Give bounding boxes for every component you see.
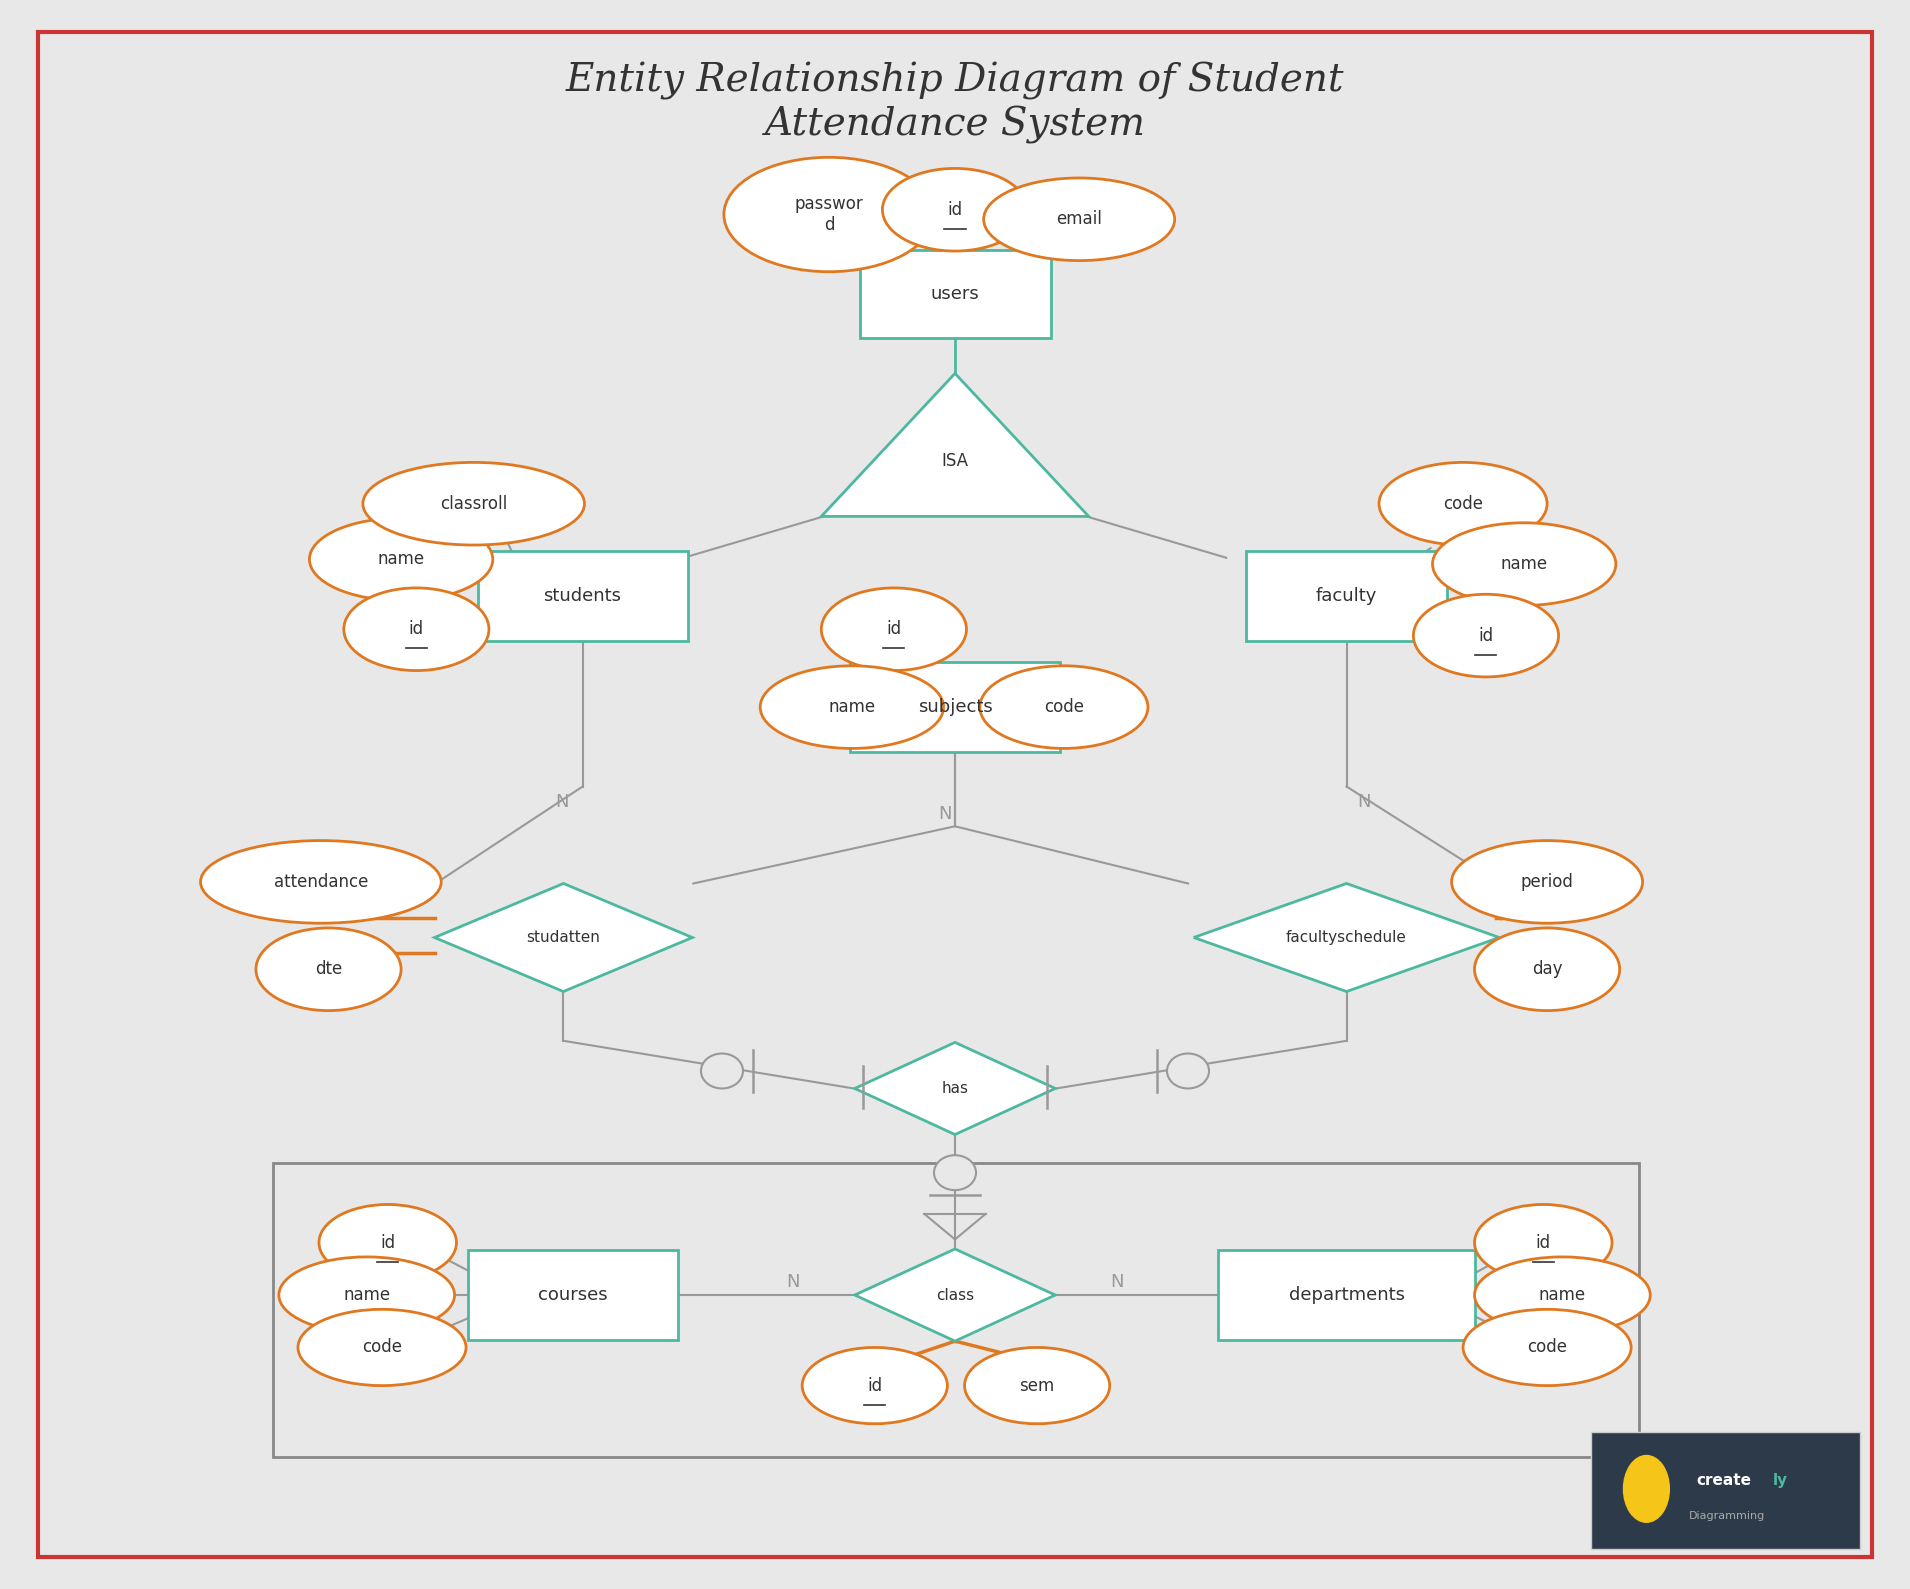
Text: name: name bbox=[829, 698, 875, 717]
Circle shape bbox=[934, 1155, 976, 1190]
Ellipse shape bbox=[984, 178, 1175, 261]
Text: faculty: faculty bbox=[1316, 586, 1377, 605]
FancyBboxPatch shape bbox=[1591, 1432, 1860, 1549]
Text: day: day bbox=[1532, 960, 1562, 979]
Text: name: name bbox=[344, 1286, 390, 1305]
Text: code: code bbox=[1528, 1338, 1566, 1357]
Ellipse shape bbox=[1475, 928, 1620, 1011]
Ellipse shape bbox=[724, 157, 934, 272]
Text: name: name bbox=[378, 550, 424, 569]
Text: N: N bbox=[554, 793, 569, 812]
FancyBboxPatch shape bbox=[478, 550, 688, 640]
Text: facultyschedule: facultyschedule bbox=[1285, 930, 1408, 945]
FancyBboxPatch shape bbox=[860, 249, 1050, 338]
Text: period: period bbox=[1520, 872, 1574, 891]
Text: id: id bbox=[1536, 1233, 1551, 1252]
FancyBboxPatch shape bbox=[850, 661, 1060, 752]
Text: id: id bbox=[867, 1376, 882, 1395]
Polygon shape bbox=[821, 373, 1089, 516]
Text: departments: departments bbox=[1289, 1286, 1404, 1305]
Text: ly: ly bbox=[1772, 1473, 1788, 1489]
Ellipse shape bbox=[201, 841, 441, 923]
Text: class: class bbox=[936, 1287, 974, 1303]
Text: id: id bbox=[1478, 626, 1494, 645]
Text: passwor
d: passwor d bbox=[795, 195, 863, 234]
Text: name: name bbox=[1539, 1286, 1585, 1305]
Ellipse shape bbox=[309, 518, 493, 601]
Text: students: students bbox=[544, 586, 621, 605]
Polygon shape bbox=[856, 1249, 1054, 1341]
Text: courses: courses bbox=[539, 1286, 607, 1305]
Ellipse shape bbox=[363, 462, 584, 545]
Polygon shape bbox=[1194, 883, 1499, 992]
Text: code: code bbox=[1045, 698, 1083, 717]
FancyBboxPatch shape bbox=[1219, 1249, 1475, 1340]
Text: id: id bbox=[409, 620, 424, 639]
Ellipse shape bbox=[1379, 462, 1547, 545]
Text: N: N bbox=[1110, 1273, 1125, 1292]
Ellipse shape bbox=[980, 666, 1148, 748]
Circle shape bbox=[1167, 1054, 1209, 1088]
Ellipse shape bbox=[298, 1309, 466, 1386]
Ellipse shape bbox=[319, 1204, 456, 1281]
Text: id: id bbox=[380, 1233, 395, 1252]
Text: has: has bbox=[942, 1081, 968, 1096]
Ellipse shape bbox=[882, 168, 1028, 251]
Ellipse shape bbox=[760, 666, 944, 748]
Text: classroll: classroll bbox=[439, 494, 508, 513]
Ellipse shape bbox=[256, 928, 401, 1011]
Text: email: email bbox=[1056, 210, 1102, 229]
FancyBboxPatch shape bbox=[1245, 550, 1448, 640]
Text: attendance: attendance bbox=[273, 872, 369, 891]
Text: sem: sem bbox=[1020, 1376, 1054, 1395]
Ellipse shape bbox=[965, 1347, 1110, 1424]
Ellipse shape bbox=[1463, 1309, 1631, 1386]
Text: ISA: ISA bbox=[942, 451, 968, 470]
Text: N: N bbox=[938, 804, 953, 823]
Text: id: id bbox=[947, 200, 963, 219]
Text: id: id bbox=[886, 620, 902, 639]
Ellipse shape bbox=[1475, 1257, 1650, 1333]
Text: name: name bbox=[1501, 555, 1547, 574]
Ellipse shape bbox=[279, 1257, 455, 1333]
Ellipse shape bbox=[1432, 523, 1616, 605]
Ellipse shape bbox=[821, 588, 966, 671]
Text: Entity Relationship Diagram of Student
Attendance System: Entity Relationship Diagram of Student A… bbox=[565, 62, 1345, 145]
Text: Diagramming: Diagramming bbox=[1688, 1511, 1765, 1521]
Text: code: code bbox=[1444, 494, 1482, 513]
Ellipse shape bbox=[802, 1347, 947, 1424]
Text: code: code bbox=[363, 1338, 401, 1357]
Text: N: N bbox=[1356, 793, 1371, 812]
Text: dte: dte bbox=[315, 960, 342, 979]
Ellipse shape bbox=[344, 588, 489, 671]
Ellipse shape bbox=[1475, 1204, 1612, 1281]
Circle shape bbox=[701, 1054, 743, 1088]
Polygon shape bbox=[856, 1042, 1054, 1135]
Ellipse shape bbox=[1624, 1456, 1669, 1522]
Text: create: create bbox=[1696, 1473, 1751, 1489]
Text: subjects: subjects bbox=[917, 698, 993, 717]
Ellipse shape bbox=[1452, 841, 1643, 923]
FancyBboxPatch shape bbox=[468, 1249, 678, 1340]
Text: studatten: studatten bbox=[527, 930, 600, 945]
Text: users: users bbox=[930, 284, 980, 303]
Ellipse shape bbox=[1413, 594, 1559, 677]
Polygon shape bbox=[435, 883, 693, 992]
Text: N: N bbox=[785, 1273, 800, 1292]
